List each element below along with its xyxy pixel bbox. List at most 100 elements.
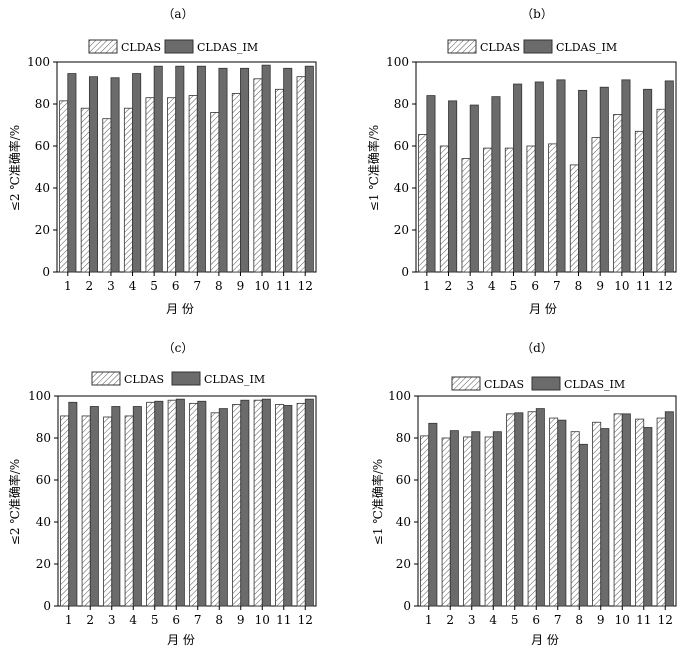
y-tick-label: 100 [388, 389, 411, 403]
y-tick-label: 20 [396, 557, 411, 571]
bar-cldas [103, 416, 113, 607]
bar-cldas [461, 158, 471, 273]
y-tick-label: 80 [35, 97, 50, 111]
bar-cldas [189, 402, 199, 607]
x-tick-label: 4 [488, 279, 496, 293]
y-tick-label: 40 [35, 181, 50, 195]
bar-cldas [656, 108, 666, 273]
bar-cldas-im [175, 65, 185, 273]
legend: CLDAS CLDAS_IM [88, 39, 258, 54]
legend: CLDAS CLDAS_IM [91, 371, 265, 386]
bar-cldas [441, 437, 451, 607]
y-tick-label: 60 [396, 473, 411, 487]
bar-cldas [60, 415, 70, 607]
bar-cldas-im [196, 65, 206, 273]
x-tick-label: 12 [658, 613, 673, 627]
x-tick-label: 6 [172, 279, 180, 293]
y-tick-label: 0 [43, 599, 51, 613]
bar-cldas [506, 413, 516, 607]
legend-swatch-cldas [91, 371, 121, 386]
bar-cldas-im [557, 419, 567, 607]
bar-cldas [548, 143, 558, 273]
bar-cldas-im [535, 408, 545, 607]
bar-cldas-im [68, 401, 78, 607]
bar-cldas-im [88, 76, 98, 273]
bar-cldas-im [621, 79, 631, 273]
bar-cldas-im [153, 65, 163, 273]
y-tick-label: 0 [42, 265, 50, 279]
x-tick-label: 5 [150, 279, 158, 293]
x-tick-label: 8 [575, 613, 583, 627]
x-tick-label: 11 [276, 279, 291, 293]
y-axis-title: ≤1 ℃准确率/% [370, 459, 385, 545]
bar-cldas-im [664, 80, 674, 273]
x-tick-label: 5 [511, 613, 519, 627]
x-tick-label: 3 [466, 279, 474, 293]
x-tick-label: 10 [255, 613, 270, 627]
bar-cldas [275, 88, 285, 273]
y-tick-label: 60 [394, 139, 409, 153]
bar-cldas [167, 399, 177, 607]
bar-cldas-im [240, 67, 250, 273]
panel-label: （d） [521, 341, 553, 355]
y-tick-label: 40 [36, 515, 51, 529]
legend-swatch-cldas-im [523, 39, 553, 54]
plot-frame [57, 395, 317, 607]
bar-cldas-im [578, 443, 588, 607]
x-tick-label: 7 [194, 613, 202, 627]
bar-cldas-im [283, 405, 293, 607]
x-tick-label: 6 [531, 279, 539, 293]
bar-cldas [613, 413, 623, 607]
bar-cldas [275, 403, 285, 607]
bar-cldas-im [304, 65, 314, 273]
x-tick-label: 10 [614, 279, 629, 293]
y-axis-title: ≤1 ℃准确率/% [366, 125, 381, 211]
bar-cldas [296, 76, 306, 273]
bar-cldas [253, 399, 263, 607]
bar-cldas-im [664, 411, 674, 607]
bar-cldas [463, 436, 473, 607]
x-tick-label: 1 [425, 613, 433, 627]
plot-frame [415, 61, 677, 273]
x-tick-label: 5 [510, 279, 518, 293]
legend-label-cldas-im: CLDAS_IM [564, 378, 625, 391]
bar-cldas [569, 164, 579, 273]
bar-cldas [484, 436, 494, 607]
legend: CLDAS CLDAS_IM [447, 39, 617, 54]
bar-cldas [296, 402, 306, 607]
bar-cldas-im [556, 79, 566, 273]
x-tick-label: 9 [596, 279, 604, 293]
x-tick-label: 1 [423, 279, 431, 293]
bar-cldas-im [261, 398, 271, 607]
bar-cldas-im [175, 398, 185, 607]
plot-frame [56, 61, 317, 273]
x-tick-label: 12 [298, 279, 313, 293]
x-axis-title: 月 份 [166, 302, 194, 316]
bar-cldas [146, 401, 156, 607]
bar-cldas-im [304, 398, 314, 607]
x-tick-label: 1 [64, 279, 72, 293]
y-axis-title: ≤2 ℃准确率/% [7, 459, 22, 545]
bar-cldas-im [491, 96, 501, 273]
legend-label-cldas-im: CLDAS_IM [197, 41, 258, 54]
x-axis-title: 月 份 [167, 633, 195, 647]
x-tick-label: 10 [615, 613, 630, 627]
bar-cldas-im [643, 88, 653, 273]
panel-label: （b） [521, 7, 553, 21]
bar-cldas-im [132, 73, 142, 273]
bar-cldas-im [448, 100, 458, 273]
x-tick-label: 3 [108, 613, 116, 627]
bar-cldas [592, 421, 602, 607]
bar-cldas [504, 147, 514, 273]
bar-cldas [188, 95, 198, 273]
bar-cldas [145, 97, 155, 273]
x-tick-label: 5 [151, 613, 159, 627]
legend-swatch-cldas-im [531, 376, 561, 391]
bar-cldas-im [218, 408, 228, 607]
bar-cldas [591, 137, 601, 273]
bar-cldas [526, 145, 536, 273]
bar-cldas-im [600, 428, 610, 607]
